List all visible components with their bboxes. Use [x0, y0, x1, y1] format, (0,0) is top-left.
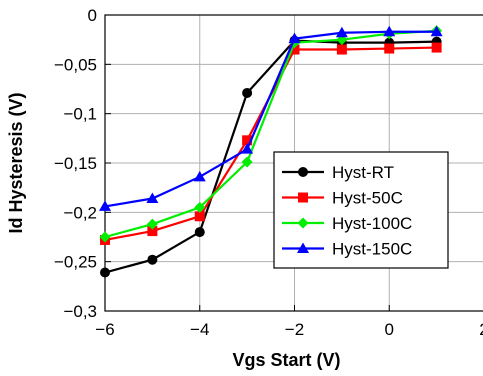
- legend-swatch-marker: [297, 217, 309, 229]
- data-point: [241, 156, 253, 168]
- legend-label: Hyst-150C: [332, 240, 412, 259]
- data-point: [147, 226, 158, 237]
- data-point: [146, 218, 158, 230]
- legend-item: Hyst-100C: [282, 214, 412, 233]
- data-point: [194, 211, 205, 222]
- y-tick-label: −0,3: [63, 302, 97, 321]
- series-line: [104, 39, 437, 274]
- legend-swatch-marker: [298, 192, 308, 203]
- legend-item: Hyst-RT: [282, 163, 394, 182]
- data-point: [194, 201, 206, 213]
- data-point: [241, 143, 254, 154]
- x-axis-title: Vgs Start (V): [232, 350, 340, 370]
- data-point: [289, 44, 300, 55]
- series-line: [104, 29, 437, 239]
- data-point: [242, 135, 253, 146]
- data-point: [288, 32, 301, 44]
- legend-swatch-marker: [297, 242, 309, 253]
- legend-label: Hyst-RT: [332, 163, 394, 182]
- data-point: [193, 170, 206, 182]
- axis-ticks: −6 −4 −2 0 2 0 −0,05 −0,1 −0,15 −0,2 −0,25 −0,3: [54, 6, 483, 339]
- data-point: [383, 25, 396, 37]
- x-tick-label: −6: [95, 320, 114, 339]
- data-point: [335, 26, 348, 38]
- y-tick-label: −0,25: [54, 253, 97, 272]
- data-point: [384, 43, 395, 54]
- legend-label: Hyst-100C: [332, 214, 412, 233]
- x-tick-label: 2: [479, 320, 483, 339]
- x-tick-label: −4: [190, 320, 209, 339]
- legend-label: Hyst-50C: [332, 189, 403, 208]
- y-tick-label: 0: [88, 6, 97, 25]
- legend-swatch-marker: [298, 167, 308, 177]
- data-point: [147, 254, 158, 265]
- data-point: [431, 42, 442, 53]
- x-tick-label: −2: [285, 320, 304, 339]
- series-hyst-150c: [99, 25, 443, 211]
- legend-item: Hyst-50C: [282, 189, 403, 208]
- data-point: [430, 25, 443, 37]
- x-tick-label: 0: [385, 320, 394, 339]
- data-point: [336, 44, 347, 55]
- legend-item: Hyst-150C: [282, 240, 412, 259]
- data-point: [242, 87, 253, 98]
- series-line: [104, 30, 437, 208]
- y-tick-label: −0,2: [63, 203, 97, 222]
- legend: Hyst-RT Hyst-50C Hyst-100C Hyst-150C: [273, 151, 449, 269]
- y-tick-label: −0,1: [63, 105, 97, 124]
- data-point: [146, 192, 159, 204]
- data-point: [99, 200, 111, 211]
- series-group: [99, 25, 443, 278]
- y-axis-title: Id Hysteresis (V): [6, 92, 26, 233]
- y-tick-label: −0,05: [54, 55, 97, 74]
- data-point: [194, 227, 205, 238]
- data-point: [99, 231, 111, 243]
- y-tick-label: −0,15: [54, 154, 97, 173]
- data-point: [100, 267, 110, 278]
